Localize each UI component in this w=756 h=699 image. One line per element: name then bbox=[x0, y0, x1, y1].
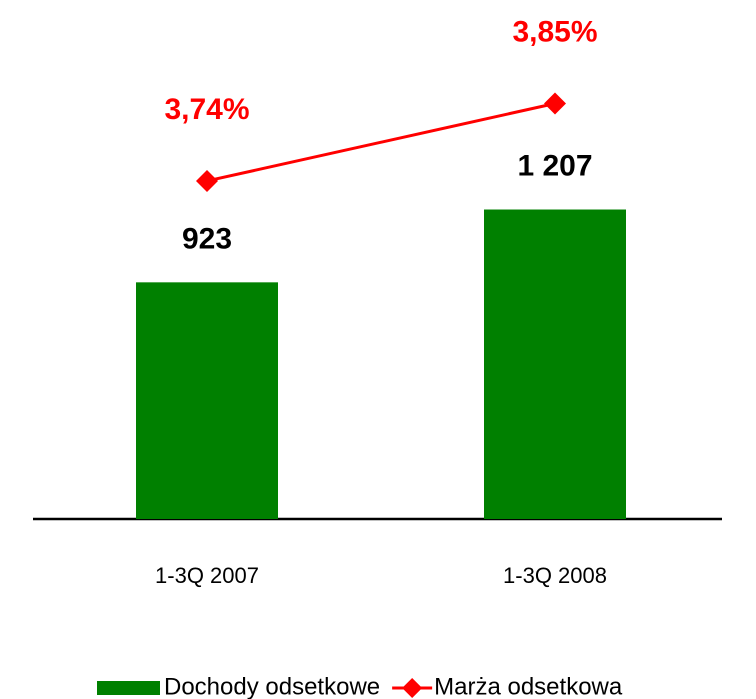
line bbox=[206, 102, 556, 183]
bar bbox=[136, 282, 278, 519]
x-tick-label: 1-3Q 2007 bbox=[155, 563, 259, 588]
legend-label: Dochody odsetkowe bbox=[164, 673, 380, 699]
data-label: 1 207 bbox=[517, 149, 592, 182]
legend-swatch bbox=[97, 681, 160, 695]
data-label: 3,74% bbox=[164, 93, 249, 126]
legend-label: Marża odsetkowa bbox=[434, 673, 623, 699]
legend-marker bbox=[402, 678, 423, 698]
x-tick-label: 1-3Q 2008 bbox=[503, 563, 607, 588]
marker bbox=[196, 169, 218, 192]
bar bbox=[484, 209, 626, 519]
marker bbox=[544, 92, 566, 115]
data-label: 3,85% bbox=[512, 15, 597, 48]
data-label: 923 bbox=[182, 222, 232, 255]
